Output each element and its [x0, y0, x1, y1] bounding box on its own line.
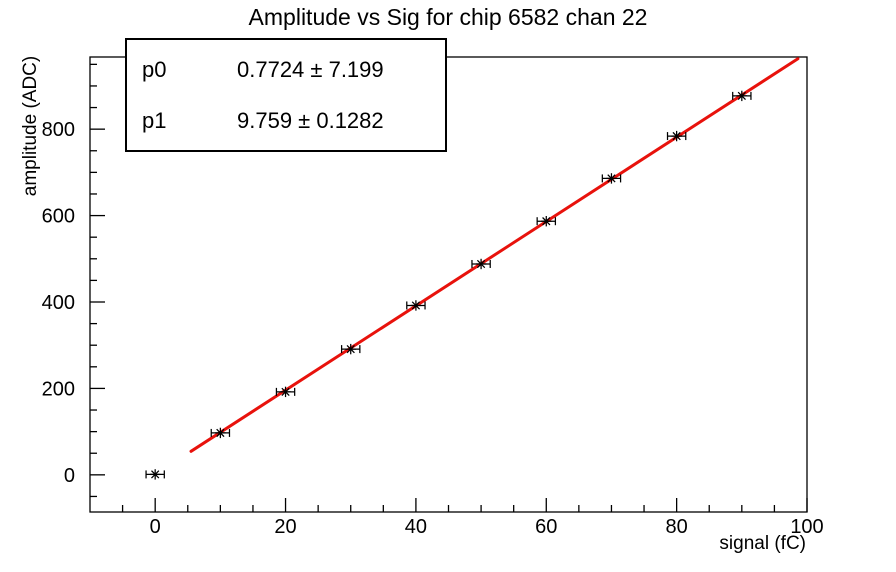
star-marker-arm — [542, 217, 551, 226]
star-marker-arm — [151, 470, 160, 479]
y-tick-label: 0 — [64, 465, 75, 487]
star-marker-arm — [216, 428, 225, 438]
chart-title: Amplitude vs Sig for chip 6582 chan 22 — [248, 4, 648, 30]
fit-line — [189, 57, 800, 453]
x-tick-label: 20 — [274, 516, 296, 538]
x-tick-label: 100 — [790, 516, 823, 538]
data-point — [471, 258, 491, 270]
x-tick-label: 60 — [535, 516, 557, 538]
y-tick-label: 800 — [42, 119, 75, 141]
x-tick-label: 0 — [150, 516, 161, 538]
param-value-p0: 0.7724 ± 7.199 — [237, 56, 384, 82]
x-tick-label: 80 — [666, 516, 688, 538]
fit-stats-box: p0 0.7724 ± 7.199 p1 9.759 ± 0.1282 — [125, 38, 447, 152]
star-marker-arm — [607, 174, 616, 183]
x-axis-title: signal (fC) — [719, 533, 806, 554]
data-point — [732, 90, 752, 102]
star-marker-arm — [411, 301, 421, 310]
data-point — [536, 215, 557, 227]
data-point — [145, 469, 165, 480]
y-tick-label: 600 — [42, 206, 75, 228]
y-axis-title: amplitude (ADC) — [20, 55, 41, 197]
data-point — [601, 173, 622, 184]
stats-row-p1: p1 9.759 ± 0.1282 — [127, 107, 445, 133]
data-point — [275, 386, 296, 398]
y-tick-label: 400 — [42, 292, 75, 314]
x-tick-label: 40 — [405, 516, 427, 538]
param-name-p1: p1 — [142, 107, 167, 133]
data-point — [340, 343, 361, 355]
star-marker-arm — [346, 344, 355, 354]
star-marker-arm — [476, 259, 486, 269]
y-tick-label: 200 — [42, 378, 75, 400]
stats-row-p0: p0 0.7724 ± 7.199 — [127, 56, 445, 82]
data-point — [406, 300, 426, 311]
data-point — [666, 130, 687, 142]
data-point — [210, 427, 231, 439]
param-value-p1: 9.759 ± 0.1282 — [237, 107, 384, 133]
param-name-p0: p0 — [142, 56, 167, 82]
star-marker-arm — [281, 387, 290, 397]
star-marker-arm — [737, 91, 746, 101]
star-marker-arm — [672, 131, 681, 141]
